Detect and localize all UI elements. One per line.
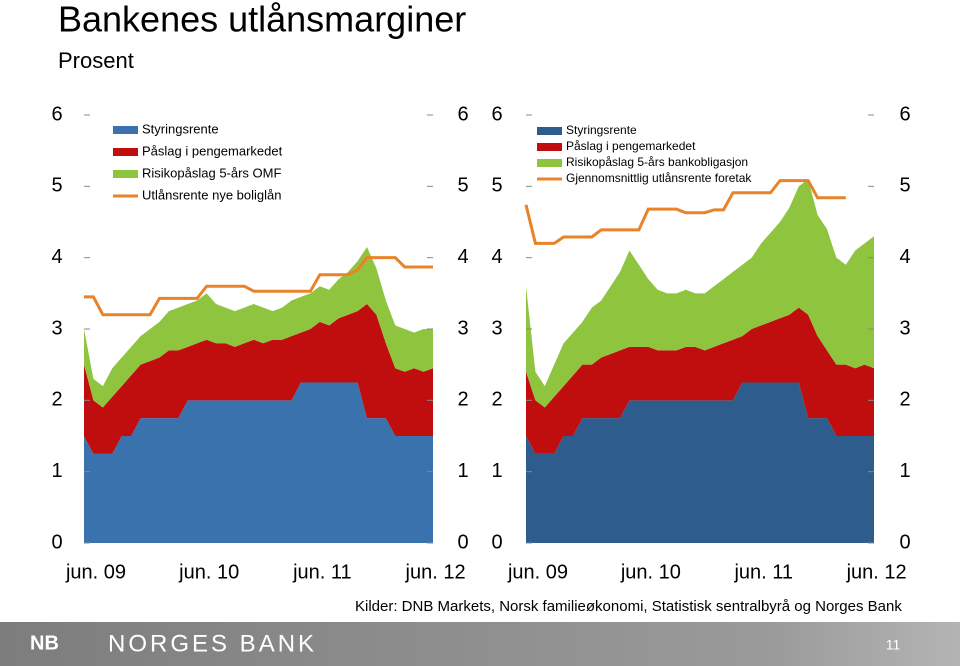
- x-tick-label: jun. 10: [178, 561, 239, 583]
- legend-swatch: [537, 143, 562, 151]
- y-tick-label: 4: [491, 246, 502, 268]
- x-tick-label: jun. 09: [65, 561, 126, 583]
- logo-mark: NB: [30, 632, 59, 654]
- area-series: [526, 307, 874, 454]
- y-tick-label: 3: [51, 317, 62, 339]
- legend-label: Styringsrente: [566, 123, 637, 137]
- logo-text: NORGES BANK: [108, 630, 317, 657]
- y-tick-label: 2: [899, 389, 910, 411]
- legend-label: Risikopåslag 5-års bankobligasjon: [566, 155, 748, 169]
- y-tick-label: 0: [491, 531, 502, 553]
- area-series: [84, 304, 433, 454]
- y-tick-label: 3: [491, 317, 502, 339]
- y-tick-label: 2: [457, 389, 468, 411]
- y-tick-label: 3: [899, 317, 910, 339]
- y-tick-label: 2: [491, 389, 502, 411]
- y-tick-label: 5: [899, 175, 910, 197]
- legend-swatch: [537, 159, 562, 167]
- legend-label: Risikopåslag 5-års OMF: [142, 165, 281, 180]
- y-tick-label: 6: [491, 103, 502, 125]
- legend-swatch: [113, 148, 138, 156]
- slide-subtitle: Prosent: [58, 48, 134, 73]
- legend-label: Påslag i pengemarkedet: [566, 139, 696, 153]
- legend-swatch: [537, 127, 562, 135]
- y-tick-label: 4: [899, 246, 910, 268]
- y-tick-label: 0: [51, 531, 62, 553]
- y-tick-label: 1: [457, 460, 468, 482]
- legend-label: Påslag i pengemarkedet: [142, 143, 283, 158]
- y-tick-label: 4: [457, 246, 468, 268]
- y-tick-label: 4: [51, 246, 62, 268]
- y-tick-label: 5: [491, 175, 502, 197]
- y-tick-label: 5: [51, 175, 62, 197]
- area-series: [84, 382, 433, 543]
- y-tick-label: 5: [457, 175, 468, 197]
- y-tick-label: 0: [457, 531, 468, 553]
- x-tick-label: jun. 09: [507, 561, 568, 583]
- y-tick-label: 3: [457, 317, 468, 339]
- x-tick-label: jun. 12: [405, 561, 466, 583]
- legend-swatch: [113, 126, 138, 134]
- legend-label: Utlånsrente nye boliglån: [142, 187, 281, 202]
- legend-label: Gjennomsnittlig utlånsrente foretak: [566, 171, 752, 185]
- footer-band: [0, 622, 960, 666]
- y-tick-label: 2: [51, 389, 62, 411]
- y-tick-label: 1: [899, 460, 910, 482]
- line-series: [524, 179, 846, 245]
- slide-title: Bankenes utlånsmarginer: [58, 0, 466, 40]
- page-number: 11: [886, 637, 901, 653]
- x-tick-label: jun. 12: [846, 561, 907, 583]
- y-tick-label: 6: [51, 103, 62, 125]
- x-tick-label: jun. 11: [292, 561, 352, 583]
- area-series: [84, 246, 433, 408]
- x-tick-label: jun. 10: [620, 561, 681, 583]
- line-series: [84, 256, 433, 317]
- y-tick-label: 1: [51, 460, 62, 482]
- area-series: [526, 382, 874, 543]
- x-tick-label: jun. 11: [733, 561, 793, 583]
- area-series: [526, 179, 874, 408]
- legend-swatch: [113, 170, 138, 178]
- y-tick-label: 1: [491, 460, 502, 482]
- y-tick-label: 6: [457, 103, 468, 125]
- source: Kilder: DNB Markets, Norsk familieøkonom…: [355, 598, 902, 615]
- y-tick-label: 0: [899, 531, 910, 553]
- y-tick-label: 6: [899, 103, 910, 125]
- legend-label: Styringsrente: [142, 121, 219, 136]
